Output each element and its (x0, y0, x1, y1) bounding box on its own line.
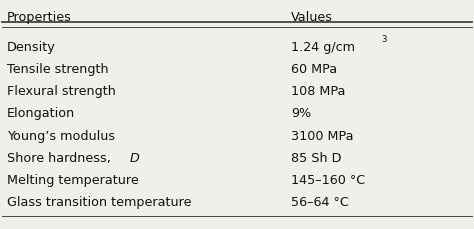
Text: Young’s modulus: Young’s modulus (7, 129, 115, 142)
Text: 85 Sh D: 85 Sh D (291, 151, 342, 164)
Text: Shore hardness,: Shore hardness, (7, 151, 115, 164)
Text: 60 MPa: 60 MPa (291, 63, 337, 76)
Text: Elongation: Elongation (7, 107, 75, 120)
Text: 108 MPa: 108 MPa (291, 85, 346, 98)
Text: 3: 3 (381, 35, 387, 44)
Text: 3100 MPa: 3100 MPa (291, 129, 354, 142)
Text: Properties: Properties (7, 11, 72, 24)
Text: D: D (130, 151, 140, 164)
Text: Melting temperature: Melting temperature (7, 173, 138, 186)
Text: 1.24 g/cm: 1.24 g/cm (291, 41, 355, 54)
Text: 145–160 °C: 145–160 °C (291, 173, 365, 186)
Text: Glass transition temperature: Glass transition temperature (7, 195, 191, 208)
Text: Flexural strength: Flexural strength (7, 85, 116, 98)
Text: Tensile strength: Tensile strength (7, 63, 109, 76)
Text: 9%: 9% (291, 107, 311, 120)
Text: 56–64 °C: 56–64 °C (291, 195, 349, 208)
Text: Values: Values (291, 11, 333, 24)
Text: Density: Density (7, 41, 55, 54)
